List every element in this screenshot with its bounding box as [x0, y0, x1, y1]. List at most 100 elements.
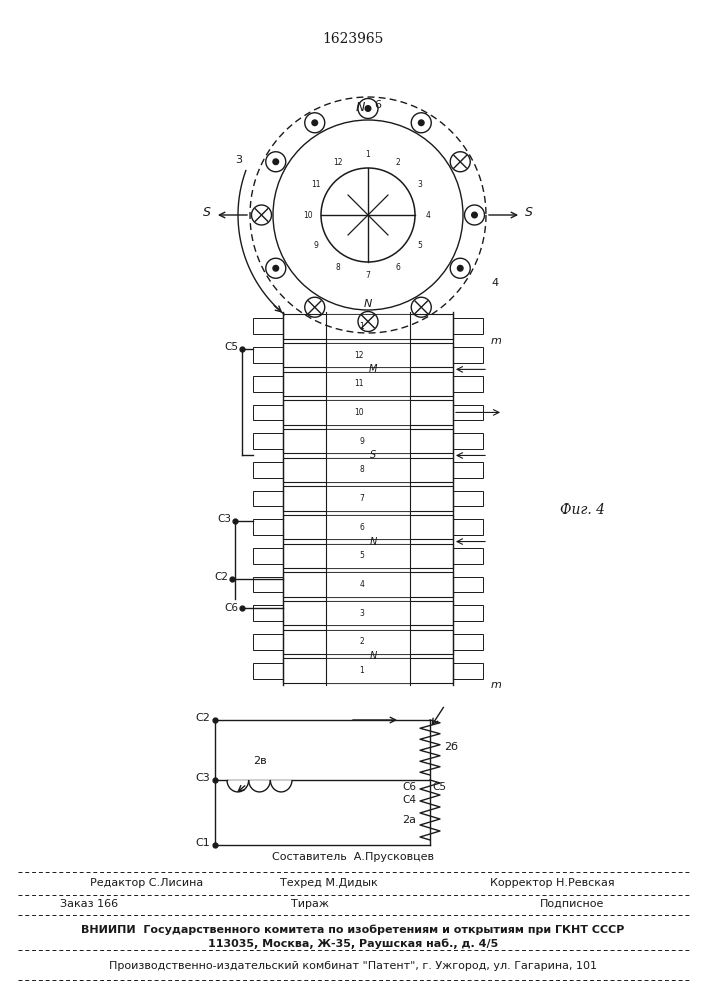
- Bar: [326, 314, 410, 339]
- Bar: [283, 544, 453, 568]
- Bar: [453, 376, 483, 392]
- Bar: [283, 601, 453, 625]
- Text: Тираж: Тираж: [291, 899, 329, 909]
- Text: M: M: [369, 364, 378, 374]
- Bar: [326, 572, 410, 597]
- Text: 1623965: 1623965: [322, 32, 384, 46]
- Text: 1: 1: [359, 322, 364, 331]
- Text: 5: 5: [359, 551, 364, 560]
- Text: 3: 3: [359, 609, 364, 618]
- Bar: [326, 458, 410, 482]
- Bar: [253, 519, 283, 535]
- Bar: [253, 491, 283, 506]
- Bar: [283, 314, 453, 339]
- Circle shape: [472, 212, 477, 218]
- Text: 2в: 2в: [252, 756, 267, 766]
- Text: 10: 10: [354, 408, 364, 417]
- Text: 2а: 2а: [402, 815, 416, 825]
- Bar: [453, 491, 483, 506]
- Text: 6: 6: [396, 263, 401, 272]
- Bar: [253, 548, 283, 564]
- Text: N: N: [369, 537, 377, 547]
- Text: Производственно-издательский комбинат "Патент", г. Ужгород, ул. Гагарина, 101: Производственно-издательский комбинат "П…: [109, 961, 597, 971]
- Text: 8: 8: [335, 263, 340, 272]
- Bar: [283, 572, 453, 597]
- Bar: [283, 343, 453, 367]
- Text: 8: 8: [359, 465, 364, 474]
- Text: 3: 3: [418, 180, 423, 189]
- Bar: [453, 405, 483, 420]
- Text: 7: 7: [366, 271, 370, 280]
- Bar: [453, 605, 483, 621]
- Text: 2: 2: [396, 158, 401, 167]
- Text: C2: C2: [214, 572, 228, 582]
- Text: C2: C2: [195, 713, 210, 723]
- Text: C3: C3: [217, 514, 231, 524]
- Text: C3: C3: [195, 773, 210, 783]
- Circle shape: [312, 120, 317, 126]
- Bar: [326, 372, 410, 396]
- Circle shape: [366, 106, 370, 111]
- Text: C4: C4: [402, 795, 416, 805]
- Text: N: N: [356, 101, 365, 114]
- Bar: [253, 405, 283, 420]
- Text: 2: 2: [359, 637, 364, 646]
- Text: 12: 12: [354, 351, 364, 360]
- Bar: [326, 400, 410, 425]
- Text: 6: 6: [359, 523, 364, 532]
- Text: Составитель  А.Прусковцев: Составитель А.Прусковцев: [272, 852, 434, 862]
- Bar: [283, 486, 453, 511]
- Text: 12: 12: [333, 158, 343, 167]
- Text: 5: 5: [418, 241, 423, 250]
- Bar: [326, 515, 410, 539]
- Text: 3: 3: [235, 155, 242, 165]
- Bar: [283, 458, 453, 482]
- Bar: [453, 462, 483, 478]
- Bar: [283, 515, 453, 539]
- Bar: [453, 663, 483, 679]
- Text: Подписное: Подписное: [540, 899, 604, 909]
- Text: 2б: 2б: [444, 742, 458, 752]
- Text: 10: 10: [303, 211, 312, 220]
- Bar: [453, 519, 483, 535]
- Text: S: S: [525, 207, 533, 220]
- Bar: [283, 372, 453, 396]
- Bar: [453, 577, 483, 592]
- Bar: [283, 658, 453, 683]
- Bar: [253, 462, 283, 478]
- Bar: [326, 486, 410, 511]
- Bar: [253, 318, 283, 334]
- Circle shape: [457, 265, 463, 271]
- Bar: [253, 433, 283, 449]
- Bar: [253, 605, 283, 621]
- Bar: [453, 318, 483, 334]
- Text: m: m: [491, 336, 502, 346]
- Bar: [453, 347, 483, 363]
- Bar: [326, 544, 410, 568]
- Bar: [326, 429, 410, 453]
- Text: Техред М.Дидык: Техред М.Дидык: [280, 878, 378, 888]
- Text: m: m: [491, 680, 502, 690]
- Bar: [326, 630, 410, 654]
- Bar: [253, 634, 283, 650]
- Bar: [253, 663, 283, 679]
- Text: 11: 11: [311, 180, 320, 189]
- Text: C1: C1: [195, 838, 210, 848]
- Text: C6: C6: [402, 782, 416, 792]
- Bar: [453, 548, 483, 564]
- Text: 4: 4: [359, 580, 364, 589]
- Bar: [283, 400, 453, 425]
- Bar: [453, 433, 483, 449]
- Text: S: S: [370, 450, 376, 460]
- Text: N: N: [369, 651, 377, 661]
- Text: 1: 1: [366, 150, 370, 159]
- Text: ВНИИПИ  Государственного комитета по изобретениям и открытиям при ГКНТ СССР: ВНИИПИ Государственного комитета по изоб…: [81, 925, 625, 935]
- Text: C5: C5: [224, 342, 238, 352]
- Text: C5: C5: [432, 782, 446, 792]
- Text: 7: 7: [359, 494, 364, 503]
- Bar: [283, 429, 453, 453]
- Text: N: N: [364, 299, 372, 309]
- Text: 113035, Москва, Ж-35, Раушская наб., д. 4/5: 113035, Москва, Ж-35, Раушская наб., д. …: [208, 939, 498, 949]
- Circle shape: [273, 159, 279, 165]
- Text: 6: 6: [374, 100, 381, 110]
